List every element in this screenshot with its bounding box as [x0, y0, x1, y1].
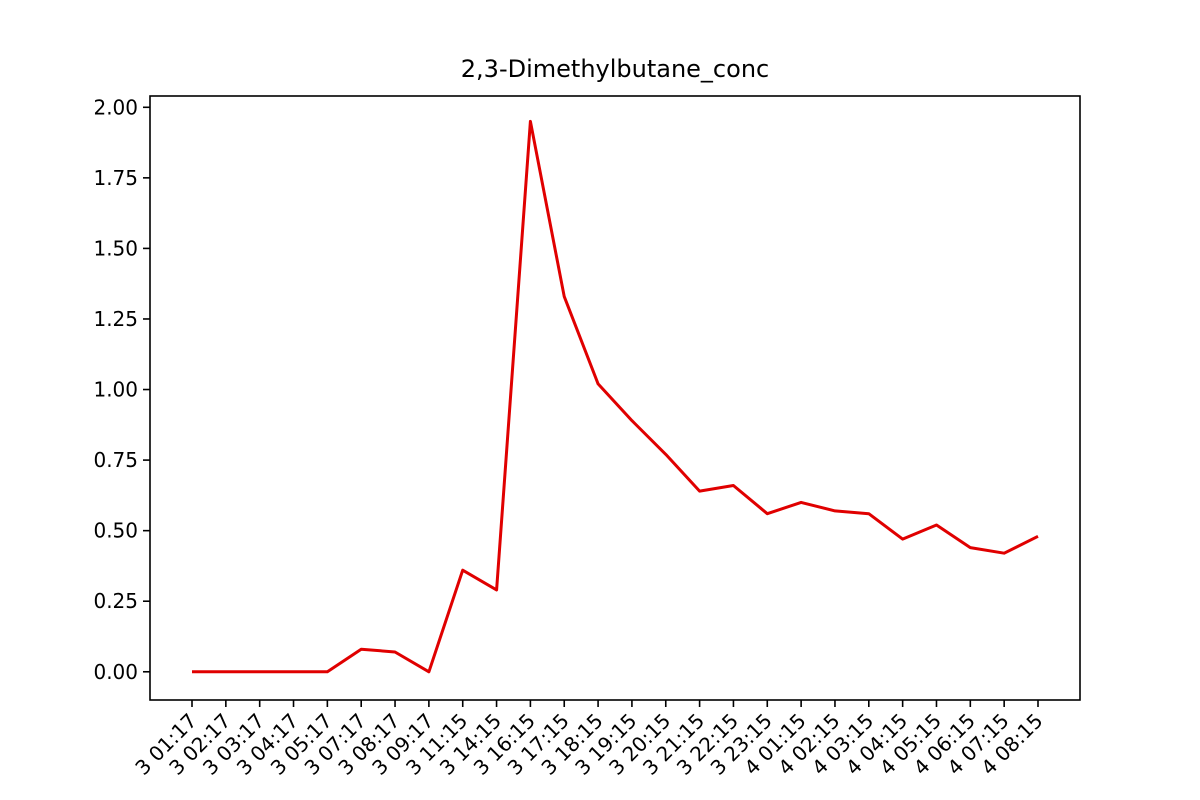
y-tick-label: 0.75 [93, 448, 138, 472]
y-axis: 0.00 0.25 0.50 0.75 1.00 1.25 1.50 1.75 2.00 [93, 95, 150, 684]
series-line [192, 119, 1039, 674]
plot-frame [149, 95, 1081, 701]
x-axis: 3 01:173 02:173 03:173 04:173 05:173 07:… [130, 700, 1048, 780]
y-tick-label: 0.50 [93, 519, 138, 543]
chart-title: 2,3-Dimethylbutane_conc [461, 55, 769, 83]
y-tick-label: 1.50 [93, 236, 138, 260]
y-tick-label: 1.25 [93, 307, 138, 331]
y-tick-label: 0.25 [93, 589, 138, 613]
y-tick-label: 1.00 [93, 378, 138, 402]
y-tick-label: 0.00 [93, 660, 138, 684]
series-layer [192, 119, 1039, 674]
y-tick-label: 1.75 [93, 166, 138, 190]
y-tick-label: 2.00 [93, 95, 138, 119]
